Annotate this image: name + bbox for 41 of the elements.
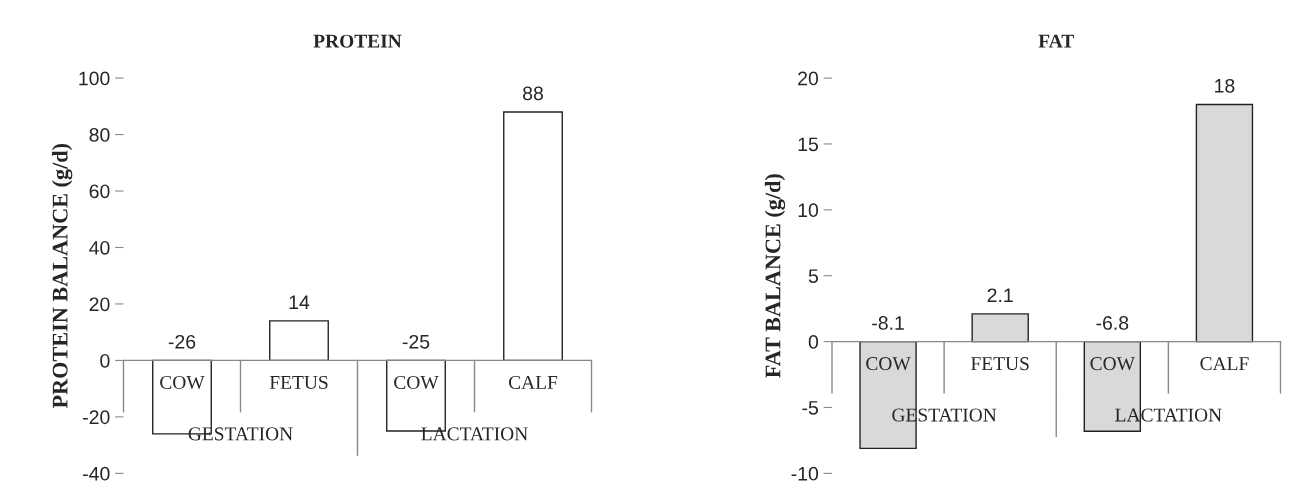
annotation: GESTATION: [188, 427, 293, 441]
bar: [1195, 103, 1254, 343]
x-tick-label: COW: [866, 357, 911, 371]
y-axis-title: PROTEIN BALANCE (g/d): [51, 143, 73, 409]
y-tick-label: 60: [89, 184, 110, 199]
x-tick-label: FETUS: [269, 375, 328, 390]
y-tick-label: 15: [798, 137, 818, 152]
y-tick-label: 0: [808, 335, 819, 349]
data-label: 88: [523, 86, 543, 101]
y-tick-label: 80: [89, 128, 110, 142]
y-tick-label: 40: [89, 240, 110, 255]
data-label: 14: [289, 295, 310, 309]
y-axis-title: FAT BALANCE (g/d): [764, 174, 786, 378]
bar: [971, 313, 1029, 343]
y-tick-label: 20: [89, 297, 110, 312]
chart-title: PROTEIN: [313, 34, 402, 48]
data-label: 18: [1215, 78, 1235, 93]
x-tick-label: CALF: [508, 375, 558, 390]
y-tick-label: 0: [100, 353, 110, 368]
x-tick-label: COW: [1090, 357, 1135, 371]
bar: [269, 320, 329, 362]
y-tick-label: 10: [798, 203, 819, 218]
y-tick-label: -20: [83, 410, 110, 425]
data-label: -6.8: [1096, 316, 1129, 330]
x-tick-label: CALF: [1200, 357, 1249, 371]
bar: [503, 111, 563, 362]
chart-title: FAT: [1038, 34, 1074, 48]
data-label: -25: [402, 334, 430, 349]
y-tick-label: 5: [808, 269, 818, 283]
x-tick-label: COW: [160, 375, 205, 390]
y-tick-label: -40: [83, 466, 110, 481]
x-tick-label: FETUS: [971, 357, 1029, 371]
y-tick-label: -10: [791, 466, 819, 481]
y-tick-label: -5: [802, 401, 818, 415]
y-tick-label: 20: [798, 71, 819, 86]
data-label: -26: [168, 334, 196, 349]
x-tick-label: COW: [394, 375, 439, 390]
y-tick-label: 100: [79, 71, 110, 86]
data-label: -8.1: [872, 316, 904, 330]
annotation: LACTATION: [421, 427, 528, 441]
data-label: 2.1: [987, 288, 1013, 302]
